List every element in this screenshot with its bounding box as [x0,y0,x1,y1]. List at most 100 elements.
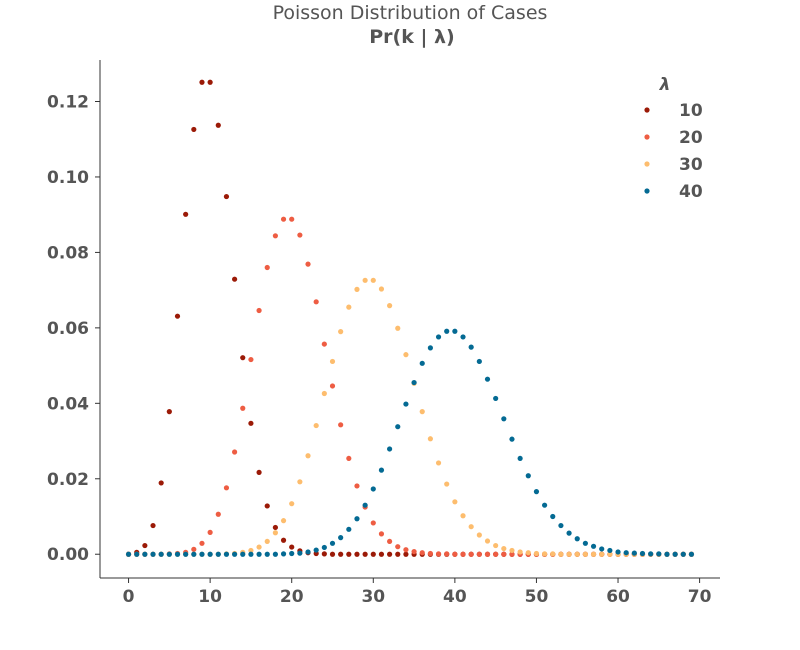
data-point [517,549,523,555]
data-point [280,216,287,222]
data-point [370,277,376,283]
data-point [354,286,360,292]
data-point [248,551,254,557]
data-point [403,401,409,407]
data-point [631,550,637,556]
data-point [232,449,238,455]
data-point [476,532,482,538]
x-tick-label: 40 [443,587,467,607]
data-point [468,344,474,350]
data-point [623,550,629,556]
x-tick-label: 0 [123,587,135,607]
data-point [199,551,205,557]
data-point [411,379,417,386]
data-point [256,544,262,550]
data-point [207,551,213,557]
data-point [142,551,148,557]
data-point [517,455,523,462]
data-point [378,551,385,557]
data-point [289,544,295,550]
data-point [582,540,588,546]
data-point [134,551,140,557]
data-point [305,453,311,459]
legend-title: λ [659,75,671,95]
data-point [338,422,344,428]
data-point [256,307,262,314]
legend-label: 20 [679,128,703,148]
data-point [378,286,385,292]
data-point [395,551,401,557]
data-point [688,551,695,557]
data-point [460,551,466,557]
data-point [272,233,278,239]
data-point [550,551,556,557]
data-point [452,328,458,334]
data-point [338,535,344,541]
series-lambda-20 [125,216,695,557]
y-tick-label: 0.10 [47,168,89,188]
data-point [607,547,613,554]
data-point [370,520,376,526]
x-tick-label: 20 [280,587,304,607]
x-tick-label: 30 [361,587,385,607]
data-point [207,79,213,85]
data-point [484,538,491,544]
x-tick-label: 10 [198,587,222,607]
chart-title: Poisson Distribution of Cases [273,2,548,24]
data-point [346,551,352,557]
data-point [150,551,156,557]
data-point [248,356,254,363]
data-point [387,446,393,452]
data-point [297,550,303,556]
data-point [272,530,278,536]
data-point [272,524,278,531]
data-point [289,216,295,222]
data-point [476,551,482,557]
data-point [509,436,515,442]
data-point [280,551,287,557]
y-tick-label: 0.04 [47,394,89,414]
data-point [574,536,580,542]
series-lambda-40 [125,328,695,557]
data-point [493,542,499,549]
data-point [476,358,482,365]
legend-marker [644,107,650,113]
data-point [346,526,352,532]
data-point [370,486,376,492]
data-point [493,395,499,402]
data-point [599,546,605,552]
data-point [672,551,678,557]
legend-label: 10 [679,101,703,121]
data-point [558,551,564,557]
y-tick-label: 0.08 [47,243,89,263]
data-point [329,540,336,546]
legend-marker [644,134,650,140]
data-point [232,276,238,282]
data-point [395,544,401,550]
data-point [435,334,442,340]
legend-label: 40 [679,182,703,202]
y-tick-label: 0.06 [47,319,89,339]
data-point [305,261,311,267]
data-point [525,473,531,479]
data-point [590,551,597,557]
data-point [460,513,466,519]
data-point [313,299,319,305]
data-point [166,551,172,557]
data-point [289,550,295,557]
y-tick-label: 0.00 [47,545,89,565]
y-tick-label: 0.02 [47,470,89,490]
data-point [468,524,474,530]
data-point [395,424,401,430]
data-point [387,303,393,309]
data-point [501,545,507,552]
data-point [338,329,344,335]
axis-ticks: 0 10 20 30 40 50 60 70 0.00 0.02 0.04 0.06 0.08 0.10 0… [47,93,712,607]
data-point [468,551,474,557]
data-point [452,551,458,557]
data-point [615,549,621,555]
data-point [223,485,230,491]
data-point [452,499,458,505]
